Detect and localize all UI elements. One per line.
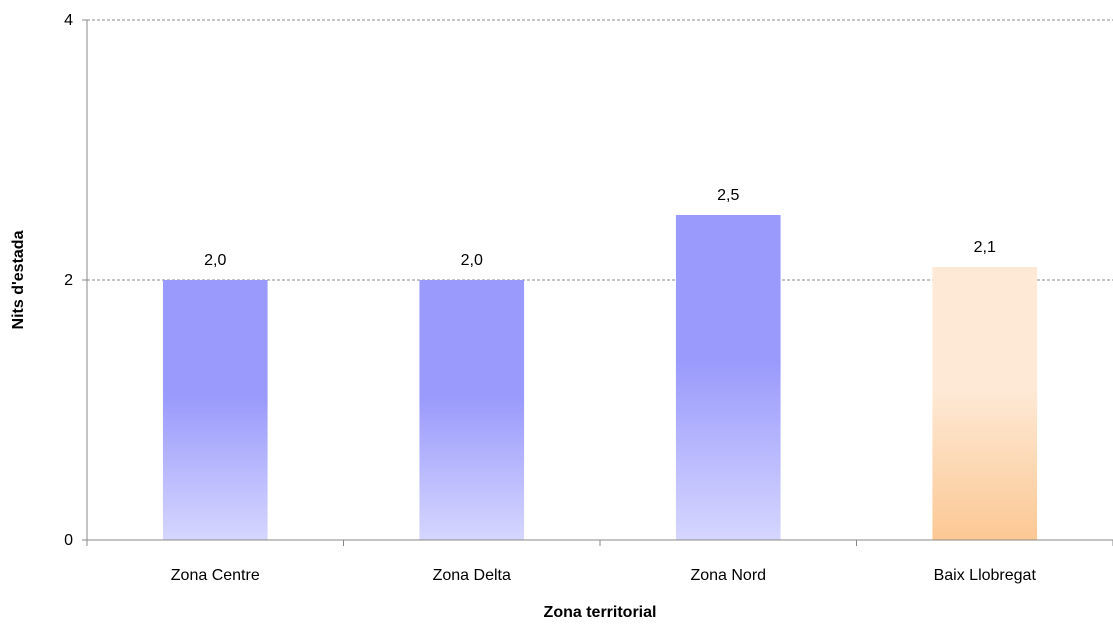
axes <box>82 19 1113 546</box>
x-tick-label: Baix Llobregat <box>934 567 1037 584</box>
x-tick-label: Zona Delta <box>433 567 511 584</box>
x-axis-title: Zona territorial <box>544 604 657 621</box>
data-label: 2,0 <box>204 252 226 269</box>
bars <box>162 215 1038 540</box>
y-tick-label: 2 <box>64 272 73 289</box>
data-label: 2,5 <box>717 187 739 204</box>
bar-zona-delta <box>419 280 525 540</box>
x-tick-label: Zona Nord <box>690 567 766 584</box>
data-label: 2,1 <box>974 239 996 256</box>
bar-baix-llobregat <box>932 267 1038 540</box>
y-tick-label: 4 <box>64 12 73 29</box>
x-tick-label: Zona Centre <box>171 567 260 584</box>
bar-zona-centre <box>162 280 268 540</box>
data-label: 2,0 <box>461 252 483 269</box>
bar-zona-nord <box>675 215 781 540</box>
gridlines <box>87 19 1113 281</box>
y-axis-title: Nits d'estada <box>10 230 27 329</box>
labels: 0 2 4 2,0 Zona Centre 2,0 Zona Delta 2,5 Zona No… <box>64 12 1036 584</box>
y-tick-label: 0 <box>64 532 73 549</box>
